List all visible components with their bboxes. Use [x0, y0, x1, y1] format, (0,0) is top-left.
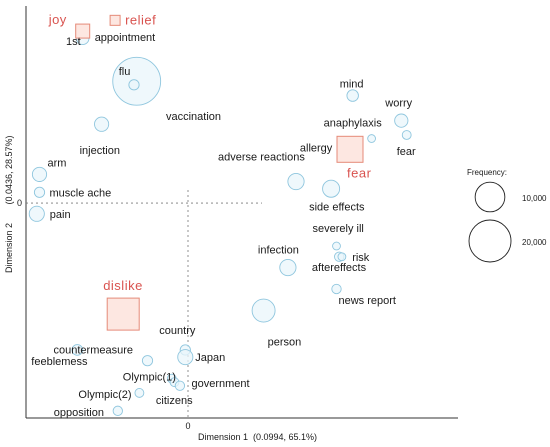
bubble-countermeasure — [141, 355, 154, 367]
label-olympic-1: Olympic(1) — [123, 372, 176, 384]
label-feeblemess: feeblemess — [31, 356, 88, 368]
label-opposition: opposition — [54, 407, 104, 419]
label-injection: injection — [80, 145, 120, 157]
label-side-effects: side effects — [309, 202, 365, 214]
x-axis-stats: (0.0994, 65.1%) — [253, 432, 317, 442]
label-japan: Japan — [195, 352, 225, 364]
bubble-opposition — [112, 405, 123, 416]
bubble-anaphylaxis — [367, 134, 376, 143]
legend-circle-1 — [474, 181, 506, 213]
label-mind: mind — [340, 79, 364, 91]
emotion-label-dislike: dislike — [103, 278, 143, 293]
emotion-square-fear — [336, 135, 364, 163]
label-infection: infection — [258, 245, 299, 257]
emotion-square-joy — [75, 23, 91, 39]
y-axis-label: Dimension 2 — [4, 223, 14, 273]
bubble-pain — [28, 205, 45, 222]
x-axis-label: Dimension 1 — [198, 432, 248, 442]
emotion-label-relief: relief — [125, 12, 156, 27]
bubble-severely-ill — [332, 241, 341, 251]
label-muscle-ache: muscle ache — [50, 187, 112, 199]
label-vaccination: vaccination — [166, 111, 221, 123]
label-severely-ill: severely ill — [313, 223, 364, 235]
bubble-adverse-reactions — [287, 172, 305, 191]
label-person: person — [268, 337, 302, 349]
legend-label-2: 20,000 — [522, 238, 547, 247]
bubble-fear — [401, 130, 412, 140]
bubble-arm — [31, 166, 48, 182]
emotion-label-joy: joy — [48, 12, 67, 27]
emotion-label-fear: fear — [347, 165, 372, 180]
label-pain: pain — [50, 209, 71, 221]
legend-circle-2 — [468, 219, 512, 263]
bubble-injection — [94, 116, 110, 132]
word-labels: appointment 1st flu vaccination injection arm… — [31, 12, 416, 419]
emotion-markers — [75, 14, 364, 331]
label-risk: risk — [352, 252, 370, 264]
bubble-feeblemess — [71, 344, 84, 356]
bubble-muscle-ache — [33, 186, 46, 198]
label-adverse-reactions: adverse reactions — [218, 152, 305, 164]
label-anaphylaxis: anaphylaxis — [324, 118, 383, 130]
y-axis-stats: (0.0436, 28.57%) — [4, 135, 14, 204]
legend-title: Frequency: — [467, 168, 507, 177]
frequency-legend: Frequency: 10,000 20,000 — [467, 168, 547, 263]
y-tick-label: 0 — [17, 198, 22, 208]
bubble-japan — [177, 349, 194, 366]
label-aftereffects: aftereffects — [312, 262, 367, 274]
label-appointment: appointment — [95, 32, 156, 44]
label-allergy: allergy — [300, 142, 333, 154]
legend-label-1: 10,000 — [522, 194, 547, 203]
label-arm: arm — [48, 157, 67, 169]
label-fear: fear — [397, 146, 416, 158]
bubble-mind — [346, 89, 359, 102]
label-countermeasure: countermeasure — [54, 345, 134, 357]
x-tick-label: 0 — [185, 421, 190, 431]
bubble-vaccination — [128, 79, 140, 91]
emotion-square-relief — [109, 14, 121, 26]
label-flu: flu — [119, 66, 131, 78]
label-1st: 1st — [66, 36, 81, 48]
bubble-citizens — [174, 380, 186, 391]
bubble-news-report — [331, 283, 342, 295]
bubble-infection — [279, 258, 297, 277]
label-news-report: news report — [339, 295, 396, 307]
bubble-person — [251, 298, 276, 323]
bubble-worry — [394, 113, 409, 128]
label-government: government — [192, 378, 250, 390]
bubble-side-effects — [322, 179, 341, 198]
bubble-olympic-2 — [134, 388, 145, 398]
label-citizens: citizens — [156, 395, 193, 407]
label-worry: worry — [384, 98, 412, 110]
label-olympic-2: Olympic(2) — [78, 389, 131, 401]
emotion-square-dislike — [106, 297, 140, 331]
plot-frame: 0 0 Dimension 1 (0.0994, 65.1%) Dimensio… — [4, 6, 458, 442]
bubble-aftereffects — [337, 252, 347, 262]
label-country: country — [159, 325, 196, 337]
